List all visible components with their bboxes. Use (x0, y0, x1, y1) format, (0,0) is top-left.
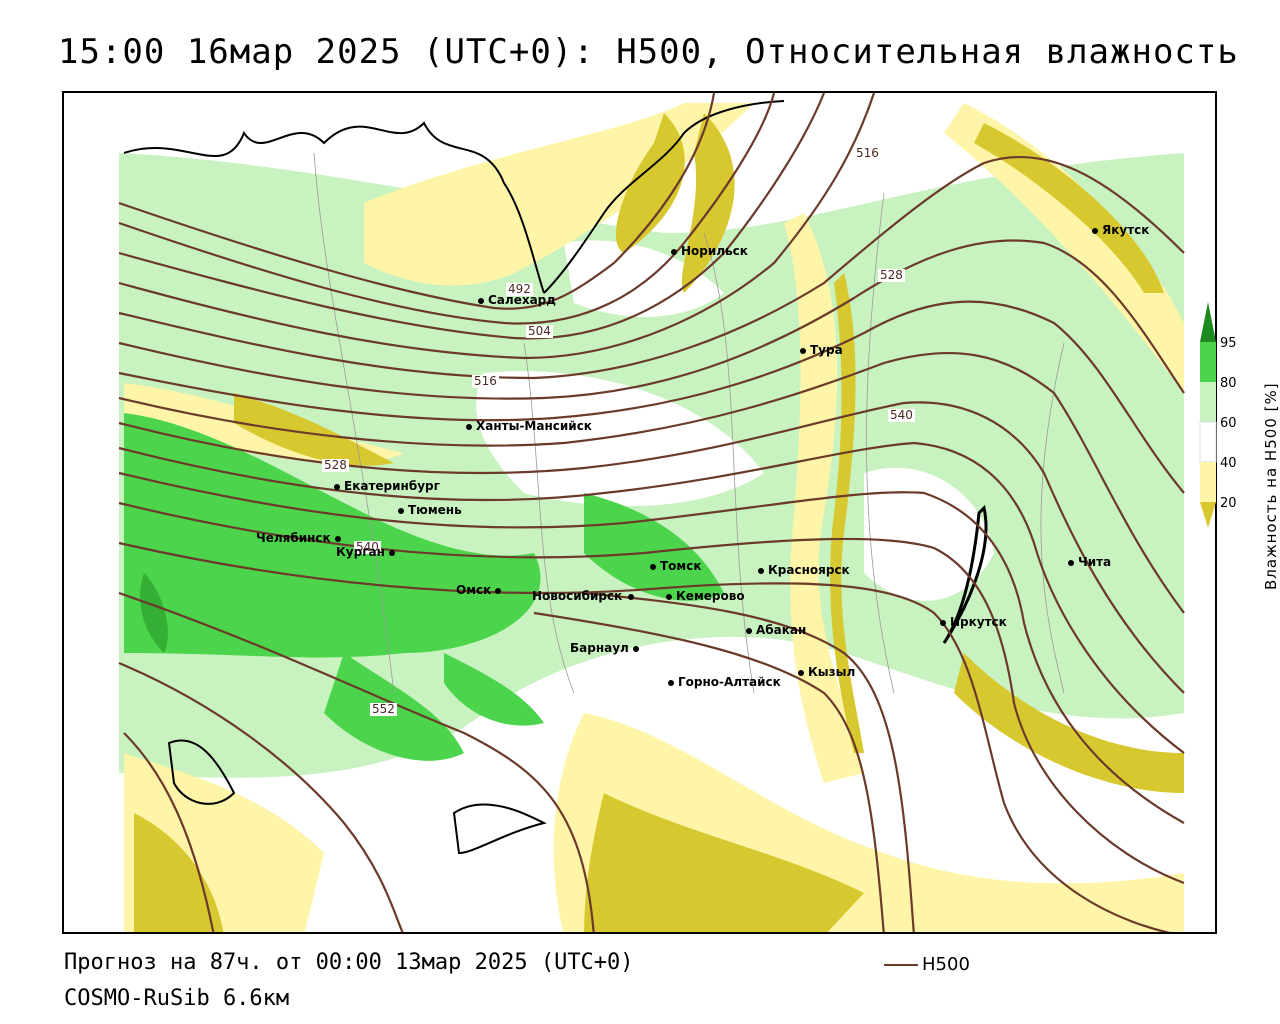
city-tyumen: Тюмень (398, 503, 462, 517)
legend-tick: 60 (1220, 416, 1237, 431)
city-omsk: Омск (456, 583, 505, 597)
city-marker-icon (940, 619, 946, 626)
city-marker-icon (800, 347, 806, 354)
city-marker-icon (798, 669, 804, 676)
isohypse-label: 540 (354, 540, 381, 554)
isohypse-label: 516 (854, 146, 881, 160)
legend-swatch-80-95 (1200, 342, 1216, 382)
legend-title: Влажность на H500 [%] (1262, 382, 1280, 590)
city-marker-icon (398, 507, 404, 514)
city-marker-icon (466, 423, 472, 430)
city-marker-icon (746, 627, 752, 634)
city-marker-icon (1068, 559, 1074, 566)
legend-swatch-95-plus (1200, 302, 1216, 342)
legend-tick: 95 (1220, 336, 1237, 351)
legend-swatch-below-20 (1200, 502, 1216, 528)
isohypse-label: 552 (370, 702, 397, 716)
city-marker-icon (334, 483, 340, 490)
city-tura: Тура (800, 343, 843, 357)
legend-swatch-60-80 (1200, 382, 1216, 422)
isohypse-label: 492 (506, 282, 533, 296)
map-area: 516 528 492 504 516 540 528 540 552 Нори… (62, 91, 1217, 934)
city-tomsk: Томск (650, 559, 702, 573)
city-marker-icon (388, 549, 395, 556)
city-yekaterinburg: Екатеринбург (334, 479, 440, 493)
isohypse-label: 528 (322, 458, 349, 472)
legend-colorbar (1199, 302, 1217, 528)
city-khanty-mansiysk: Ханты-Мансийск (466, 419, 592, 433)
city-marker-icon (632, 645, 639, 652)
isohypse-label: 504 (526, 324, 553, 338)
city-kurgan: Курган (336, 545, 399, 559)
city-chelyabinsk: Челябинск (256, 531, 345, 545)
city-barnaul: Барнаул (570, 641, 643, 655)
city-marker-icon (478, 297, 484, 304)
city-irkutsk: Иркутск (940, 615, 1007, 629)
city-marker-icon (758, 567, 764, 574)
humidity-legend: 95 80 60 40 20 (1198, 300, 1258, 600)
city-norilsk: Норильск (671, 244, 748, 258)
city-marker-icon (495, 587, 502, 594)
map-canvas (118, 93, 1185, 932)
city-marker-icon (671, 248, 677, 255)
contour-line-icon (884, 964, 918, 966)
isohypse-label: 528 (878, 268, 905, 282)
h500-legend: H500 (884, 954, 970, 975)
city-gorno-altaysk: Горно-Алтайск (668, 675, 781, 689)
map-title: 15:00 16мар 2025 (UTC+0): H500, Относите… (58, 32, 1239, 72)
city-marker-icon (628, 593, 635, 600)
city-kemerovo: Кемерово (666, 589, 745, 603)
legend-tick: 40 (1220, 456, 1237, 471)
city-marker-icon (650, 563, 656, 570)
city-kyzyl: Кызыл (798, 665, 855, 679)
legend-swatch-20-40 (1200, 462, 1216, 502)
city-salekhard: Салехард (478, 293, 556, 307)
legend-swatch-40-60 (1199, 421, 1217, 463)
city-marker-icon (666, 593, 672, 600)
city-krasnoyarsk: Красноярск (758, 563, 850, 577)
forecast-info: Прогноз на 87ч. от 00:00 13мар 2025 (UTC… (64, 950, 634, 975)
model-name: COSMO-RuSib 6.6км (64, 986, 290, 1011)
isohypse-label: 540 (888, 408, 915, 422)
city-chita: Чита (1068, 555, 1111, 569)
city-marker-icon (334, 535, 341, 542)
legend-tick: 80 (1220, 376, 1237, 391)
legend-tick: 20 (1220, 496, 1237, 511)
city-marker-icon (1092, 227, 1098, 234)
city-novosibirsk: Новосибирск (532, 589, 638, 603)
city-yakutsk: Якутск (1092, 223, 1149, 237)
city-marker-icon (668, 679, 674, 686)
city-abakan: Абакан (746, 623, 806, 637)
isohypse-label: 516 (472, 374, 499, 388)
